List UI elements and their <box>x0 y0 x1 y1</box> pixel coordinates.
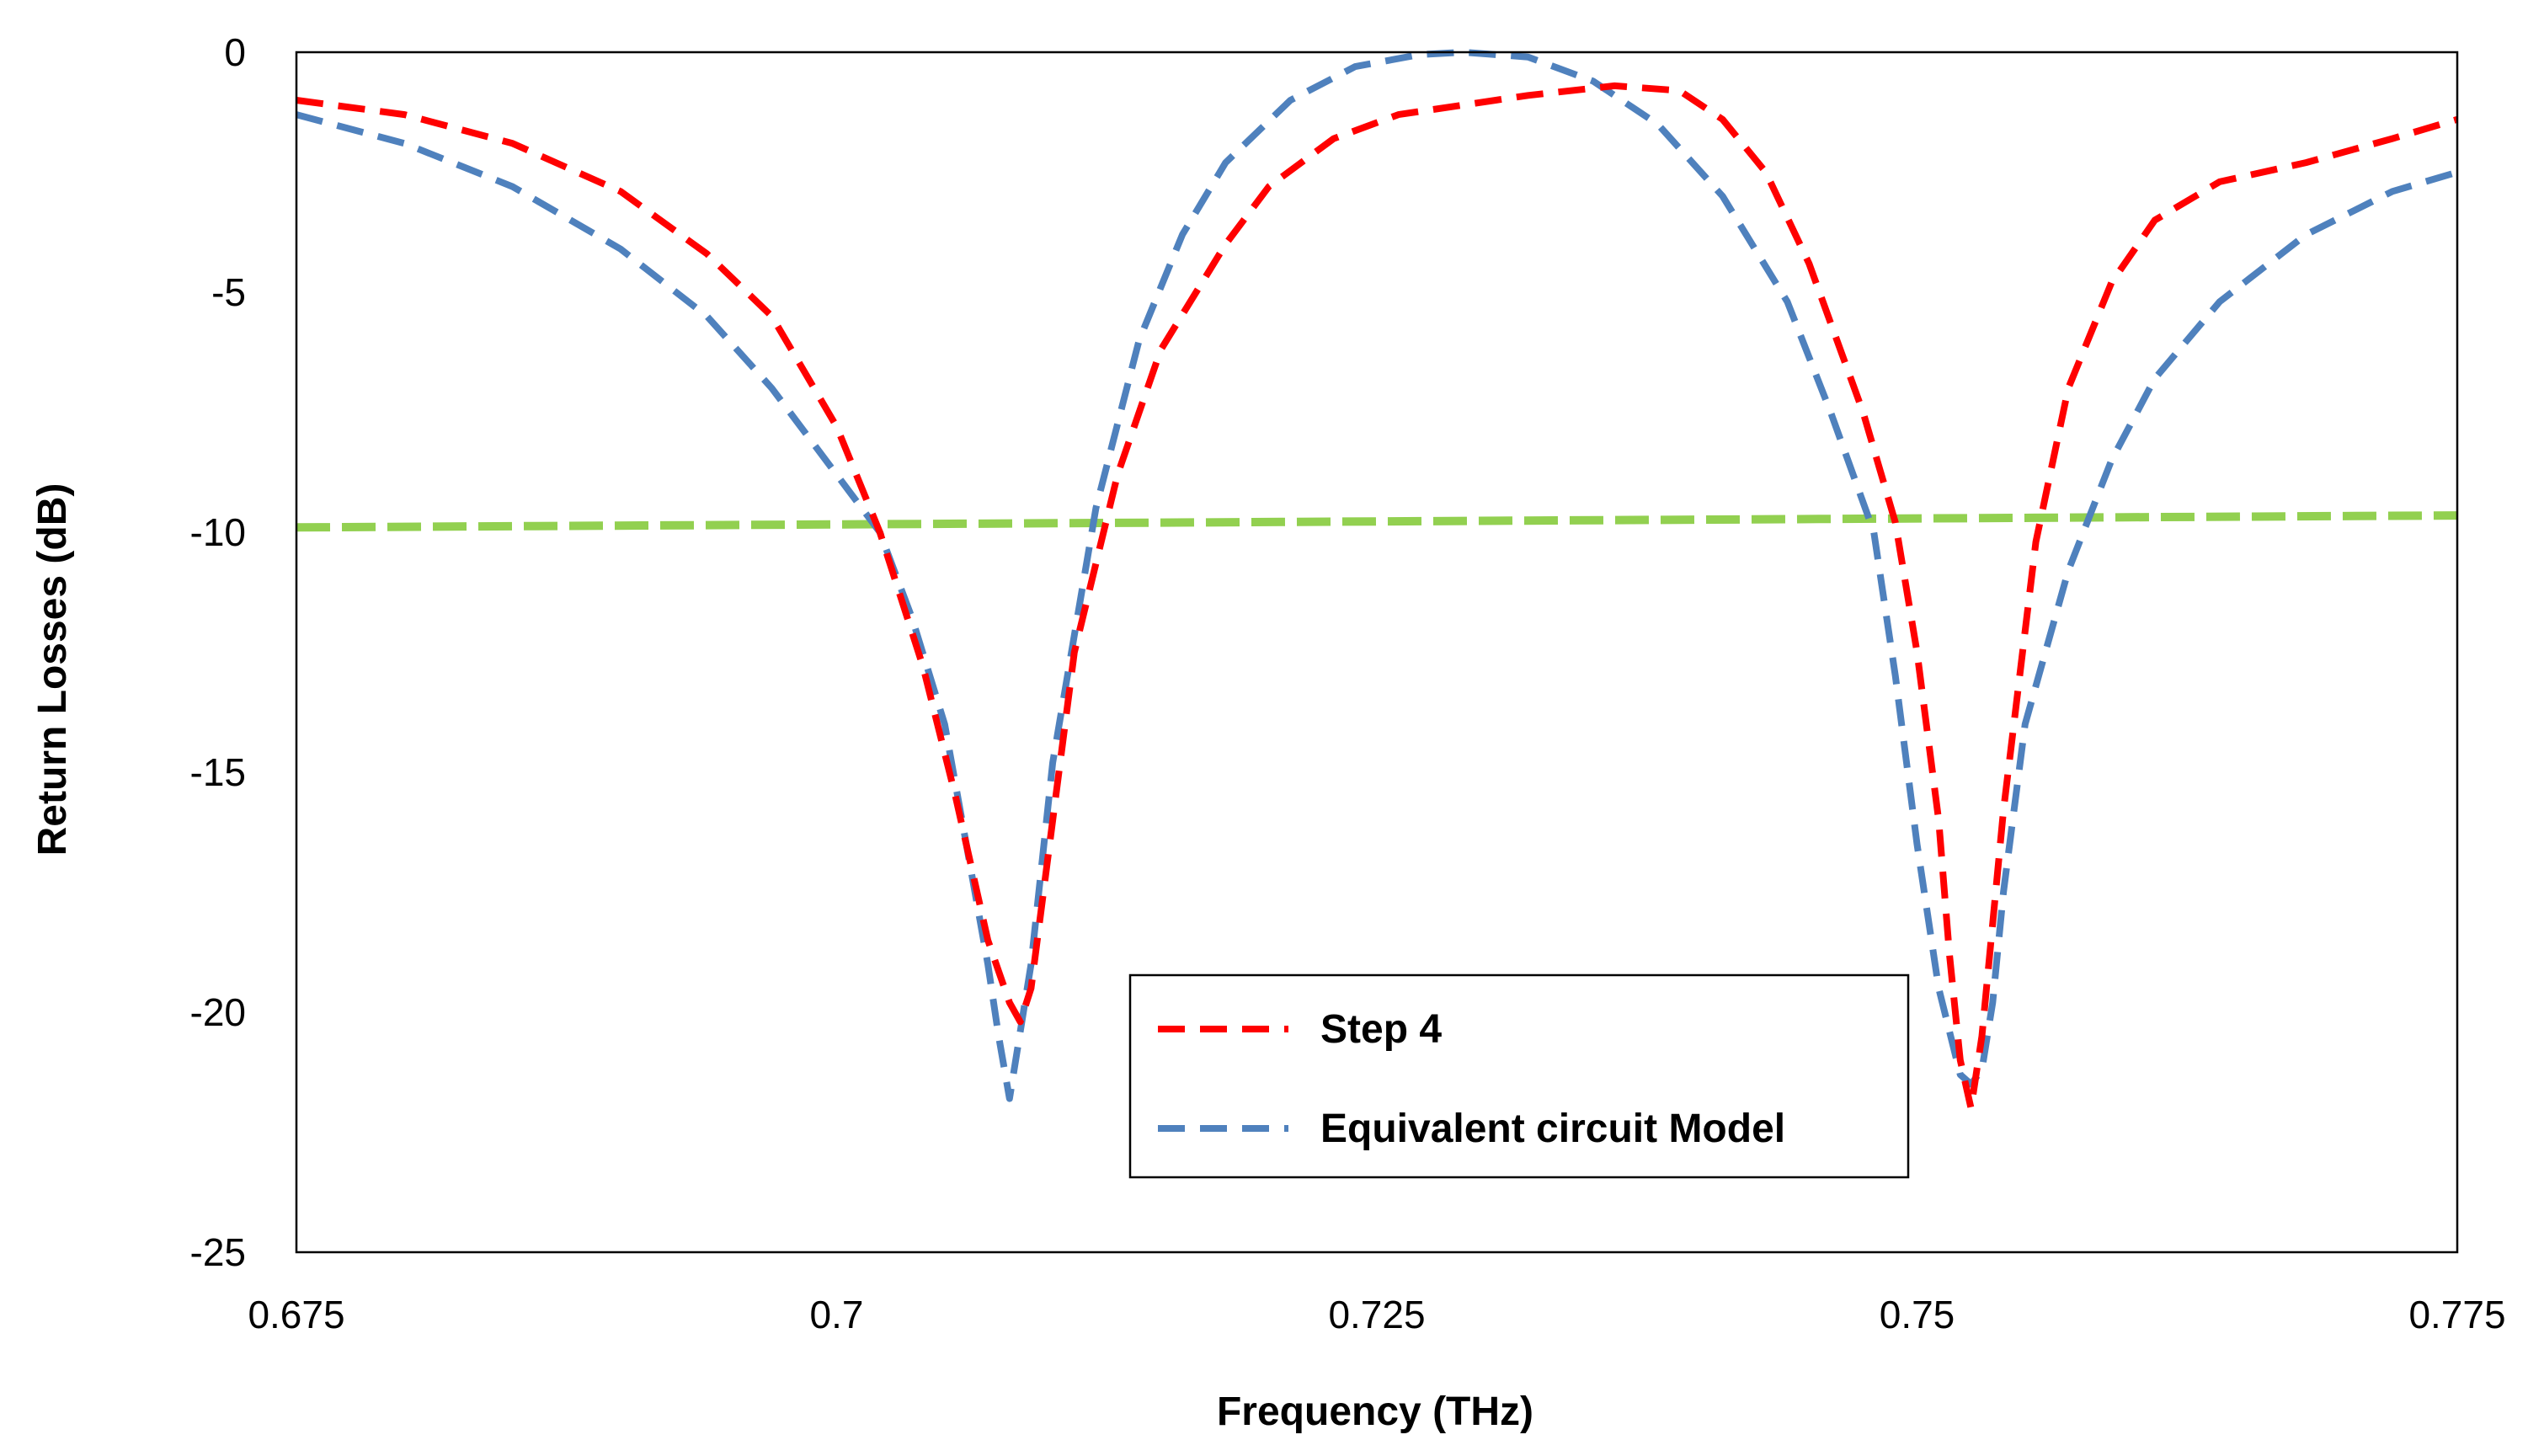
x-tick-label: 0.75 <box>1880 1293 1955 1336</box>
x-tick-label: 0.675 <box>248 1293 344 1336</box>
series-line-equivalent-circuit-model <box>295 49 2459 1102</box>
legend-label-equivalent-circuit-model: Equivalent circuit Model <box>1320 1107 1785 1151</box>
legend: Step 4 Equivalent circuit Model <box>1128 973 1910 1179</box>
series-line-step-4 <box>296 82 2459 1112</box>
y-tick-label: -5 <box>211 270 246 314</box>
y-tick-label: -10 <box>190 510 246 554</box>
x-tick-label: 0.775 <box>2408 1293 2505 1336</box>
plot-layer <box>295 49 2459 1112</box>
legend-box <box>1128 973 1910 1179</box>
y-axis-title: Return Losses (dB) <box>30 483 75 856</box>
plot-area-frame <box>295 51 2459 1254</box>
x-tick-label: 0.725 <box>1328 1293 1425 1336</box>
series-line-minus-10db-reference <box>296 511 2458 532</box>
x-tick-label: 0.7 <box>810 1293 864 1336</box>
legend-label-step-4: Step 4 <box>1320 1007 1442 1052</box>
y-tick-label: 0 <box>224 30 246 74</box>
y-tick-label: -20 <box>190 990 246 1034</box>
y-tick-label: -25 <box>190 1230 246 1274</box>
x-axis-title: Frequency (THz) <box>1217 1389 1533 1434</box>
y-tick-label: -15 <box>190 750 246 794</box>
axis-layer: 0 -5 -10 -15 -20 -250.675 0.7 0.725 0.75 0.775 <box>190 30 2506 1336</box>
